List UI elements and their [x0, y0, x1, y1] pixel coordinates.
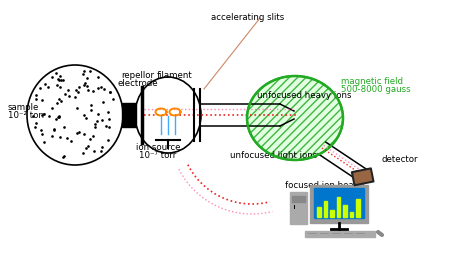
Bar [317, 207, 321, 217]
Text: electrode: electrode [118, 79, 158, 88]
Bar [343, 205, 347, 217]
Bar [292, 196, 305, 202]
Bar [352, 168, 374, 186]
Ellipse shape [247, 76, 343, 160]
Text: focused ion beam: focused ion beam [285, 180, 362, 189]
Text: 500-8000 gauss: 500-8000 gauss [341, 86, 410, 95]
Text: sample: sample [8, 104, 39, 113]
Bar [350, 212, 353, 217]
Bar [330, 210, 333, 217]
Text: detector: detector [382, 155, 419, 164]
Text: repellor: repellor [121, 71, 154, 80]
Bar [290, 192, 307, 224]
Text: unfocused light ions: unfocused light ions [230, 151, 317, 160]
Text: 10⁻² torr: 10⁻² torr [8, 112, 45, 121]
Ellipse shape [135, 77, 201, 153]
Bar [323, 201, 327, 217]
Text: filament: filament [157, 71, 193, 80]
Bar [337, 197, 340, 217]
Text: magnetic field: magnetic field [341, 78, 403, 87]
Text: unfocused heavy ions: unfocused heavy ions [257, 91, 352, 100]
Bar [122, 103, 136, 127]
Bar [314, 188, 364, 218]
Text: ion source: ion source [136, 143, 180, 152]
Bar [354, 170, 371, 183]
Bar [356, 199, 360, 217]
Text: 10⁻⁷ torr: 10⁻⁷ torr [140, 151, 177, 161]
Bar [305, 231, 375, 237]
Ellipse shape [27, 65, 123, 165]
Text: accelerating slits: accelerating slits [212, 14, 284, 23]
Bar [310, 185, 368, 223]
